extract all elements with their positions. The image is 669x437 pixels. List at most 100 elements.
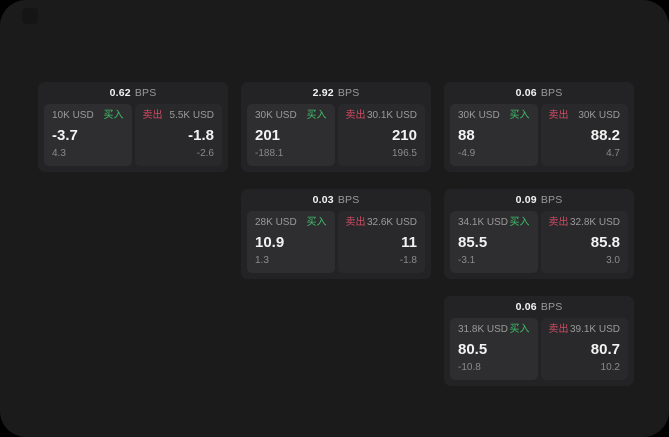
buy-delta: -10.8 xyxy=(458,362,481,373)
buy-panel-top: 10K USD 买入 xyxy=(52,111,124,121)
buy-side-label: 买入 xyxy=(509,324,530,335)
sell-side-label: 卖出 xyxy=(142,110,163,121)
bps-header: 2.92 BPS xyxy=(247,82,425,104)
buy-delta: 1.3 xyxy=(255,255,269,266)
sell-delta: 3.0 xyxy=(606,255,620,266)
bps-unit-label: BPS xyxy=(337,87,360,99)
sell-panel[interactable]: 卖出 30K USD 88.2 4.7 xyxy=(540,104,628,166)
bps-value: 0.06 xyxy=(515,87,537,99)
buy-panel-top: 30K USD 买入 xyxy=(458,111,530,121)
quote-card: 0.62 BPS 10K USD 买入 -3.7 4.3 卖出 5.5K USD… xyxy=(38,82,228,172)
sell-delta: -1.8 xyxy=(399,255,417,266)
buy-amount: 30K USD xyxy=(255,110,297,121)
app-icon-placeholder xyxy=(22,8,38,24)
buy-delta: 4.3 xyxy=(52,148,66,159)
cards-grid: 0.62 BPS 10K USD 买入 -3.7 4.3 卖出 5.5K USD… xyxy=(38,82,634,386)
bps-header: 0.03 BPS xyxy=(247,189,425,211)
quote-panels: 30K USD 买入 88 -4.9 卖出 30K USD 88.2 4.7 xyxy=(450,104,628,166)
buy-price: 80.5 xyxy=(458,340,488,358)
bps-header: 0.09 BPS xyxy=(450,189,628,211)
buy-amount: 30K USD xyxy=(458,110,500,121)
sell-side-label: 卖出 xyxy=(345,110,366,121)
bps-unit-label: BPS xyxy=(337,194,360,206)
sell-panel[interactable]: 卖出 30.1K USD 210 196.5 xyxy=(337,104,425,166)
buy-price: 10.9 xyxy=(255,233,285,251)
quote-panels: 10K USD 买入 -3.7 4.3 卖出 5.5K USD -1.8 -2.… xyxy=(44,104,222,166)
sell-price: -1.8 xyxy=(188,126,214,144)
quote-panels: 28K USD 买入 10.9 1.3 卖出 32.6K USD 11 -1.8 xyxy=(247,211,425,273)
sell-panel-top: 卖出 32.6K USD xyxy=(346,218,418,228)
buy-price: -3.7 xyxy=(52,126,78,144)
buy-side-label: 买入 xyxy=(509,110,530,121)
buy-panel[interactable]: 10K USD 买入 -3.7 4.3 xyxy=(44,104,132,166)
sell-price: 11 xyxy=(401,233,417,251)
sell-delta: 10.2 xyxy=(600,362,620,373)
quote-card: 0.03 BPS 28K USD 买入 10.9 1.3 卖出 32.6K US… xyxy=(241,189,431,279)
bps-header: 0.06 BPS xyxy=(450,296,628,318)
sell-panel[interactable]: 卖出 39.1K USD 80.7 10.2 xyxy=(540,318,628,380)
bps-unit-label: BPS xyxy=(540,87,563,99)
sell-price: 210 xyxy=(391,126,417,144)
buy-price: 201 xyxy=(255,126,281,144)
sell-panel-top: 卖出 32.8K USD xyxy=(549,218,621,228)
buy-amount: 10K USD xyxy=(52,110,94,121)
buy-panel-top: 30K USD 买入 xyxy=(255,111,327,121)
sell-panel[interactable]: 卖出 5.5K USD -1.8 -2.6 xyxy=(134,104,222,166)
quote-card: 0.06 BPS 30K USD 买入 88 -4.9 卖出 30K USD 8… xyxy=(444,82,634,172)
sell-panel-top: 卖出 30.1K USD xyxy=(346,111,418,121)
buy-panel[interactable]: 34.1K USD 买入 85.5 -3.1 xyxy=(450,211,538,273)
bps-value: 0.62 xyxy=(109,87,131,99)
buy-price: 88 xyxy=(458,126,475,144)
sell-panel-top: 卖出 39.1K USD xyxy=(549,325,621,335)
sell-amount: 5.5K USD xyxy=(169,110,214,121)
buy-price: 85.5 xyxy=(458,233,488,251)
quote-card: 0.06 BPS 31.8K USD 买入 80.5 -10.8 卖出 39.1… xyxy=(444,296,634,386)
bps-unit-label: BPS xyxy=(134,87,157,99)
sell-delta: 4.7 xyxy=(606,148,620,159)
sell-delta: -2.6 xyxy=(196,148,214,159)
buy-delta: -4.9 xyxy=(458,148,476,159)
sell-amount: 30K USD xyxy=(578,110,620,121)
buy-side-label: 买入 xyxy=(306,217,327,228)
sell-panel-top: 卖出 30K USD xyxy=(549,111,621,121)
sell-panel[interactable]: 卖出 32.8K USD 85.8 3.0 xyxy=(540,211,628,273)
buy-panel-top: 34.1K USD 买入 xyxy=(458,218,530,228)
buy-amount: 34.1K USD xyxy=(458,217,509,228)
buy-delta: -188.1 xyxy=(255,148,284,159)
sell-amount: 32.8K USD xyxy=(569,217,620,228)
buy-panel[interactable]: 30K USD 买入 88 -4.9 xyxy=(450,104,538,166)
quote-card: 0.09 BPS 34.1K USD 买入 85.5 -3.1 卖出 32.8K… xyxy=(444,189,634,279)
buy-panel[interactable]: 28K USD 买入 10.9 1.3 xyxy=(247,211,335,273)
sell-amount: 32.6K USD xyxy=(366,217,417,228)
buy-panel[interactable]: 31.8K USD 买入 80.5 -10.8 xyxy=(450,318,538,380)
buy-side-label: 买入 xyxy=(103,110,124,121)
buy-delta: -3.1 xyxy=(458,255,476,266)
sell-price: 85.8 xyxy=(590,233,620,251)
sell-panel[interactable]: 卖出 32.6K USD 11 -1.8 xyxy=(337,211,425,273)
buy-panel-top: 31.8K USD 买入 xyxy=(458,325,530,335)
bps-header: 0.06 BPS xyxy=(450,82,628,104)
sell-price: 80.7 xyxy=(590,340,620,358)
sell-amount: 39.1K USD xyxy=(569,324,620,335)
buy-side-label: 买入 xyxy=(306,110,327,121)
sell-panel-top: 卖出 5.5K USD xyxy=(143,111,215,121)
sell-amount: 30.1K USD xyxy=(366,110,417,121)
bps-header: 0.62 BPS xyxy=(44,82,222,104)
bps-unit-label: BPS xyxy=(540,301,563,313)
quote-panels: 31.8K USD 买入 80.5 -10.8 卖出 39.1K USD 80.… xyxy=(450,318,628,380)
sell-side-label: 卖出 xyxy=(548,217,569,228)
bps-unit-label: BPS xyxy=(540,194,563,206)
buy-panel[interactable]: 30K USD 买入 201 -188.1 xyxy=(247,104,335,166)
quote-panels: 30K USD 买入 201 -188.1 卖出 30.1K USD 210 1… xyxy=(247,104,425,166)
sell-price: 88.2 xyxy=(590,126,620,144)
bps-value: 0.06 xyxy=(515,301,537,313)
sell-delta: 196.5 xyxy=(391,148,417,159)
sell-side-label: 卖出 xyxy=(548,110,569,121)
quote-panels: 34.1K USD 买入 85.5 -3.1 卖出 32.8K USD 85.8… xyxy=(450,211,628,273)
quote-card: 2.92 BPS 30K USD 买入 201 -188.1 卖出 30.1K … xyxy=(241,82,431,172)
buy-amount: 31.8K USD xyxy=(458,324,509,335)
bps-value: 0.03 xyxy=(312,194,334,206)
buy-panel-top: 28K USD 买入 xyxy=(255,218,327,228)
